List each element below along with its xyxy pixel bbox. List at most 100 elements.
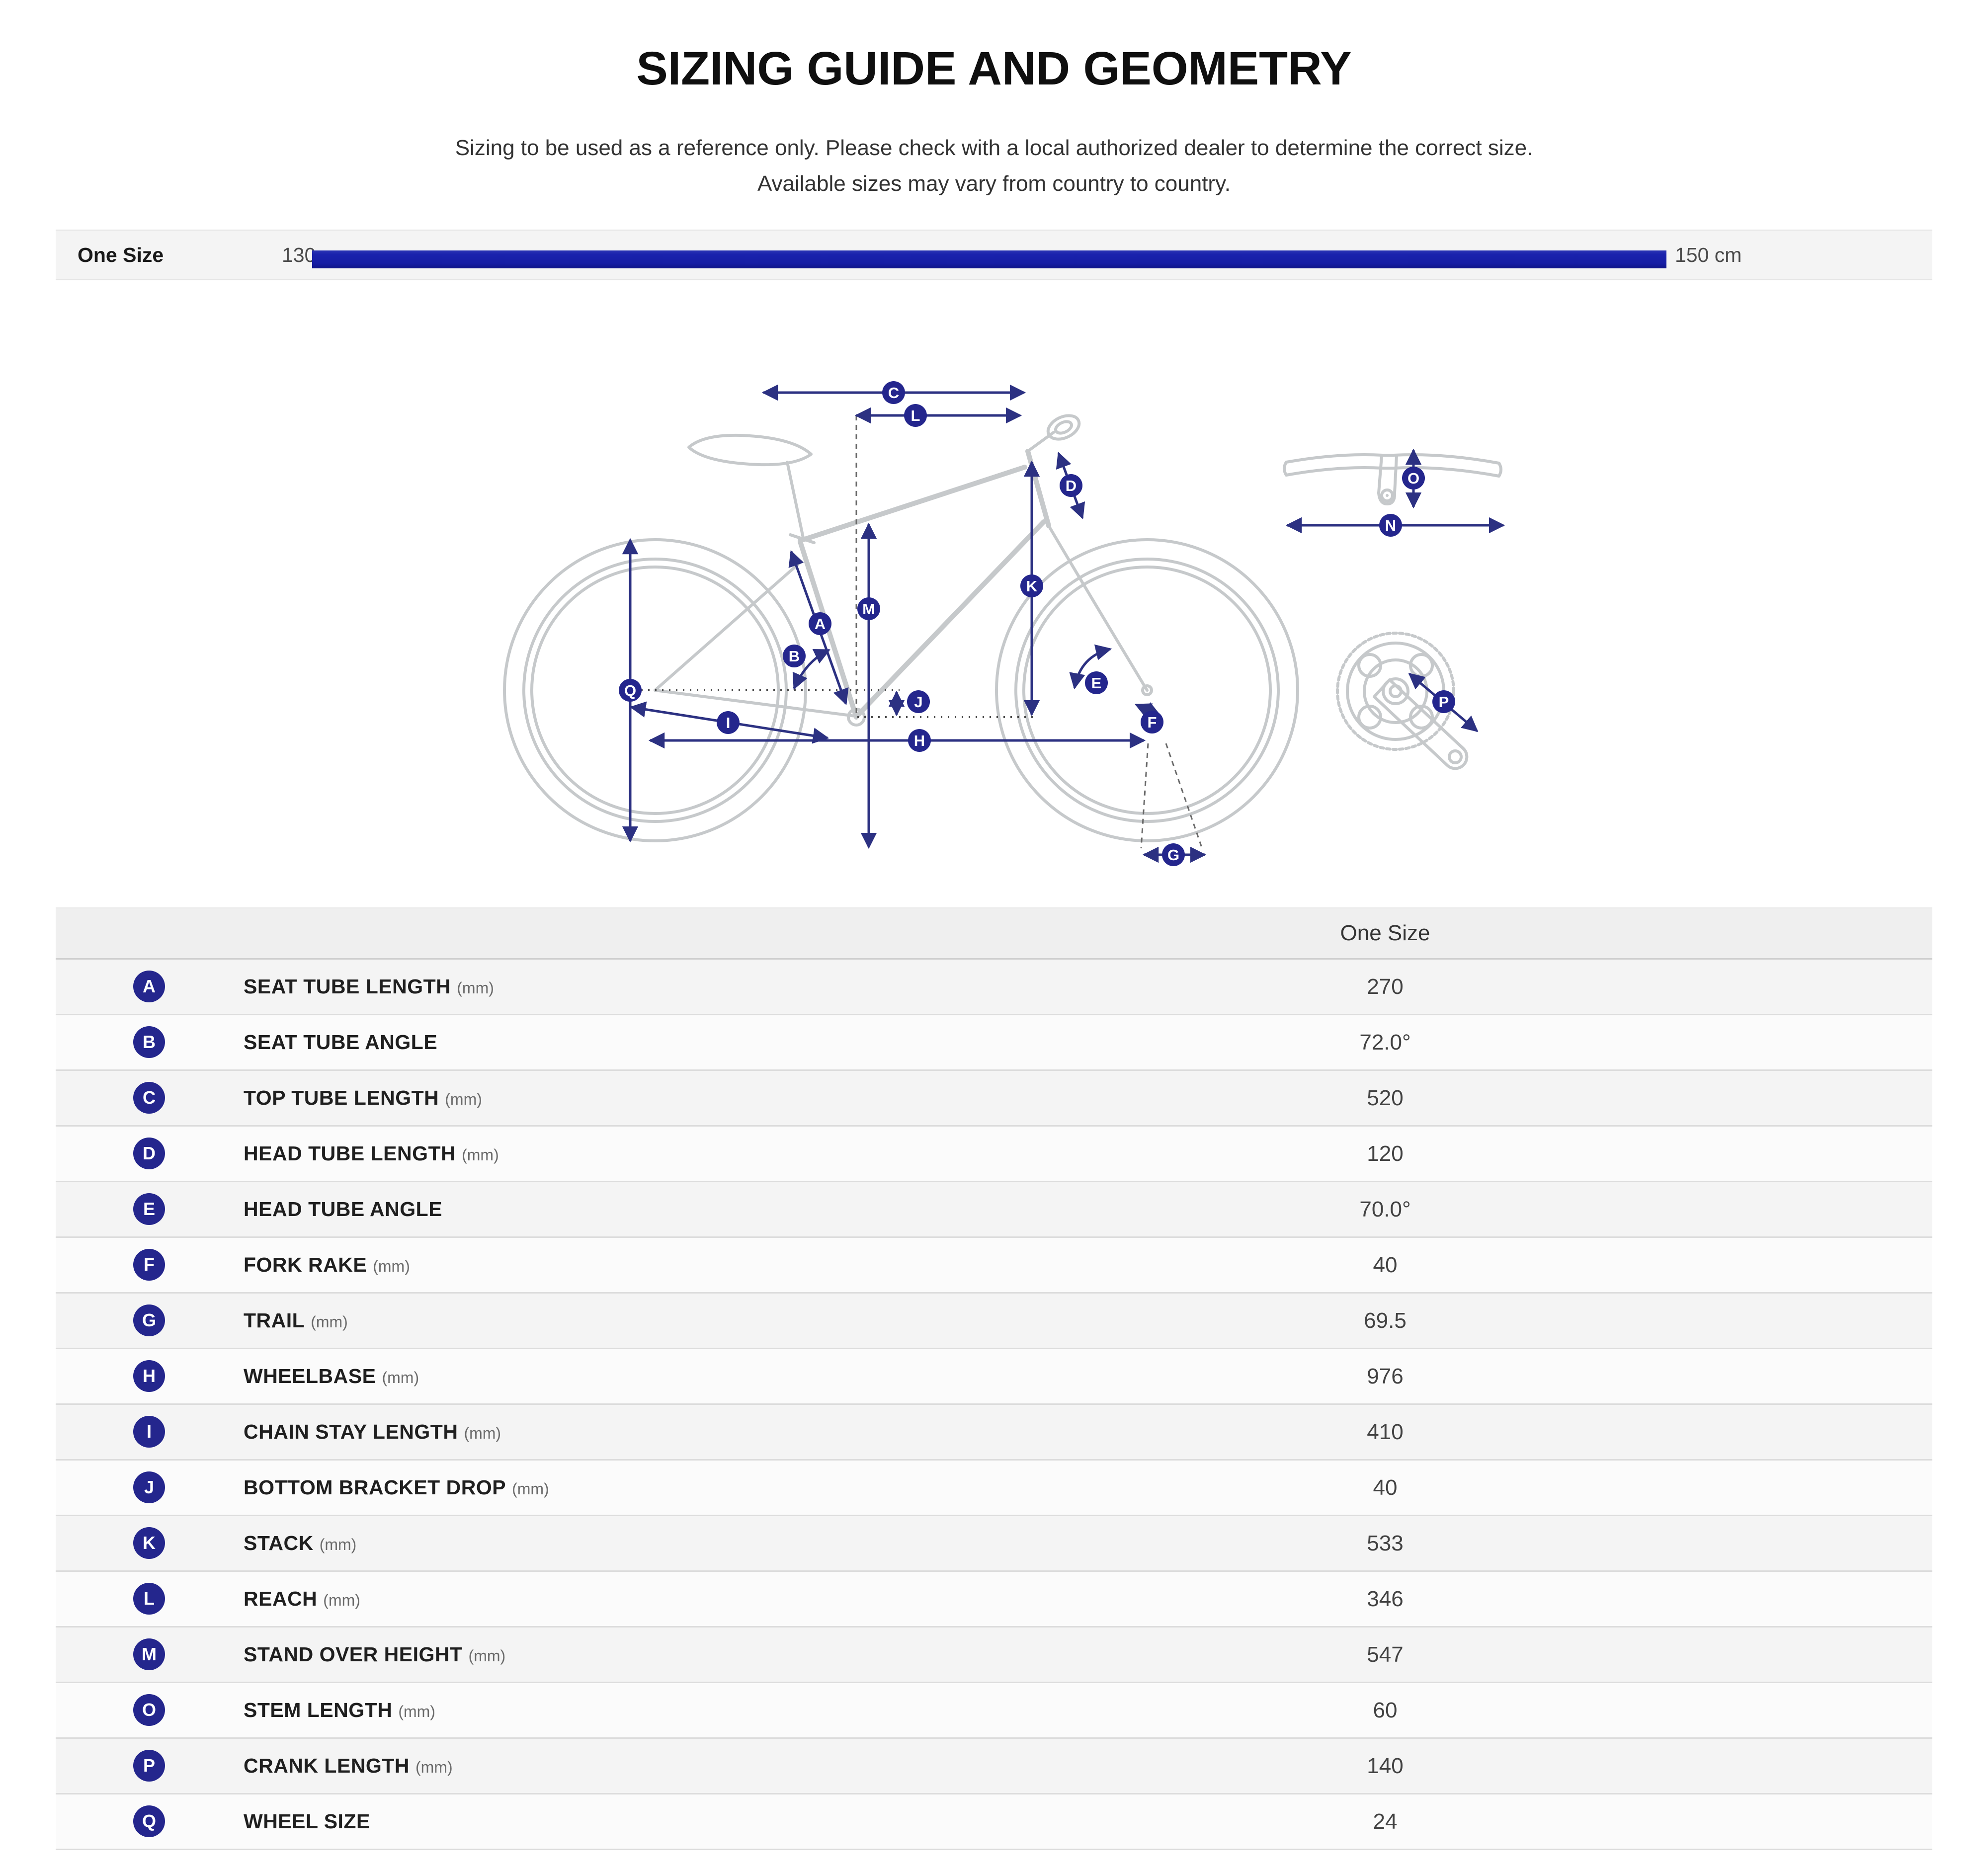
- table-row: B SEAT TUBE ANGLE 72.0°: [56, 1015, 1932, 1071]
- row-label: TRAIL (mm): [244, 1294, 348, 1348]
- arc-seat-angle-b: [792, 649, 830, 690]
- row-label: WHEEL SIZE: [244, 1794, 370, 1849]
- row-label: FORK RAKE (mm): [244, 1238, 410, 1292]
- row-label: HEAD TUBE LENGTH (mm): [244, 1127, 499, 1181]
- fork: [1047, 524, 1149, 692]
- arc-head-angle-e: [1069, 644, 1112, 690]
- saddle: [687, 433, 813, 467]
- badge-o-icon: O: [1402, 467, 1425, 489]
- row-letter-badge: G: [133, 1304, 165, 1336]
- trail-vertical-reference: [1140, 743, 1149, 849]
- svg-text:M: M: [862, 600, 875, 618]
- row-letter-badge: O: [133, 1694, 165, 1726]
- row-letter-badge: A: [133, 971, 165, 1002]
- row-letter-badge: L: [133, 1583, 165, 1615]
- row-value: 40: [1373, 1253, 1398, 1277]
- row-value: 60: [1373, 1698, 1398, 1722]
- row-letter-badge: I: [133, 1416, 165, 1448]
- row-label-text: HEAD TUBE ANGLE: [244, 1198, 443, 1221]
- row-value: 120: [1367, 1141, 1404, 1166]
- row-label-text: WHEELBASE: [244, 1365, 376, 1387]
- row-unit: (mm): [311, 1313, 348, 1331]
- table-row: F FORK RAKE (mm) 40: [56, 1238, 1932, 1294]
- table-row: C TOP TUBE LENGTH (mm) 520: [56, 1071, 1932, 1127]
- row-unit: (mm): [319, 1536, 357, 1553]
- row-unit: (mm): [323, 1591, 360, 1609]
- row-letter-badge: E: [133, 1193, 165, 1225]
- row-value: 533: [1367, 1531, 1404, 1555]
- row-label: SEAT TUBE ANGLE: [244, 1015, 437, 1069]
- row-unit: (mm): [373, 1257, 410, 1275]
- badge-h-icon: H: [908, 729, 931, 752]
- svg-text:P: P: [1439, 693, 1449, 711]
- row-value: 69.5: [1364, 1308, 1407, 1333]
- page-subtitle: Sizing to be used as a reference only. P…: [0, 130, 1988, 202]
- row-label: CHAIN STAY LENGTH (mm): [244, 1405, 501, 1459]
- badge-c-icon: C: [882, 381, 905, 404]
- row-label: STAND OVER HEIGHT (mm): [244, 1628, 505, 1682]
- size-range-bar: [312, 250, 1666, 268]
- svg-text:A: A: [815, 615, 826, 633]
- badge-a-icon: A: [809, 612, 831, 635]
- svg-text:N: N: [1385, 517, 1396, 534]
- seat-stay: [654, 560, 803, 692]
- row-letter-badge: K: [133, 1527, 165, 1559]
- steering-axis-reference: [1165, 743, 1204, 851]
- size-range-row: One Size 130 cm 150 cm: [56, 230, 1932, 280]
- row-label: WHEELBASE (mm): [244, 1349, 419, 1403]
- reference-lines: [641, 415, 1204, 851]
- handlebar-illustration: [1283, 453, 1502, 505]
- svg-text:I: I: [726, 714, 731, 732]
- row-label-text: STEM LENGTH: [244, 1699, 393, 1721]
- row-label-text: HEAD TUBE LENGTH: [244, 1142, 456, 1165]
- down-tube: [855, 519, 1046, 718]
- bike-illustration: [503, 414, 1299, 842]
- svg-text:G: G: [1167, 846, 1179, 864]
- row-label-text: WHEEL SIZE: [244, 1810, 370, 1833]
- row-label-text: SEAT TUBE ANGLE: [244, 1031, 438, 1054]
- row-unit: (mm): [415, 1758, 453, 1776]
- row-label-text: BOTTOM BRACKET DROP: [244, 1476, 506, 1499]
- row-label-text: SEAT TUBE LENGTH: [244, 975, 451, 998]
- row-label: STACK (mm): [244, 1516, 356, 1570]
- svg-text:J: J: [914, 693, 922, 711]
- badge-e-icon: E: [1085, 671, 1108, 694]
- svg-text:F: F: [1148, 714, 1157, 731]
- svg-text:D: D: [1066, 477, 1077, 494]
- subtitle-line-1: Sizing to be used as a reference only. P…: [455, 136, 1533, 160]
- row-value: 976: [1367, 1364, 1404, 1388]
- table-row: P CRANK LENGTH (mm) 140: [56, 1739, 1932, 1794]
- chain-stay: [654, 689, 857, 718]
- row-letter-badge: M: [133, 1638, 165, 1670]
- row-unit: (mm): [445, 1090, 482, 1108]
- svg-text:K: K: [1026, 577, 1038, 595]
- row-value: 520: [1367, 1086, 1404, 1110]
- table-row: G TRAIL (mm) 69.5: [56, 1294, 1932, 1349]
- row-letter-badge: B: [133, 1026, 165, 1058]
- geometry-diagram: C L D A B M K Q J I H E F G O N P: [503, 381, 1505, 866]
- row-label-text: TRAIL: [244, 1309, 305, 1332]
- row-label-text: FORK RAKE: [244, 1253, 367, 1276]
- row-value: 140: [1367, 1754, 1404, 1778]
- badge-j-icon: J: [907, 690, 930, 713]
- row-letter-badge: Q: [133, 1805, 165, 1837]
- row-label: HEAD TUBE ANGLE: [244, 1182, 442, 1236]
- size-name-label: One Size: [78, 244, 164, 266]
- subtitle-line-2: Available sizes may vary from country to…: [757, 171, 1231, 196]
- row-unit: (mm): [382, 1369, 419, 1386]
- table-row: M STAND OVER HEIGHT (mm) 547: [56, 1628, 1932, 1683]
- row-letter-badge: D: [133, 1138, 165, 1169]
- table-row: D HEAD TUBE LENGTH (mm) 120: [56, 1127, 1932, 1182]
- size-range-max: 150 cm: [1675, 244, 1742, 266]
- table-row: O STEM LENGTH (mm) 60: [56, 1683, 1932, 1739]
- row-label: REACH (mm): [244, 1572, 360, 1626]
- table-row: E HEAD TUBE ANGLE 70.0°: [56, 1182, 1932, 1238]
- row-label-text: STAND OVER HEIGHT: [244, 1643, 463, 1666]
- badge-f-icon: F: [1141, 711, 1163, 733]
- badge-d-icon: D: [1060, 474, 1082, 497]
- row-value: 270: [1367, 975, 1404, 999]
- badge-k-icon: K: [1020, 574, 1043, 597]
- badge-q-icon: Q: [619, 679, 642, 702]
- top-tube: [798, 465, 1027, 543]
- row-value: 24: [1373, 1809, 1398, 1834]
